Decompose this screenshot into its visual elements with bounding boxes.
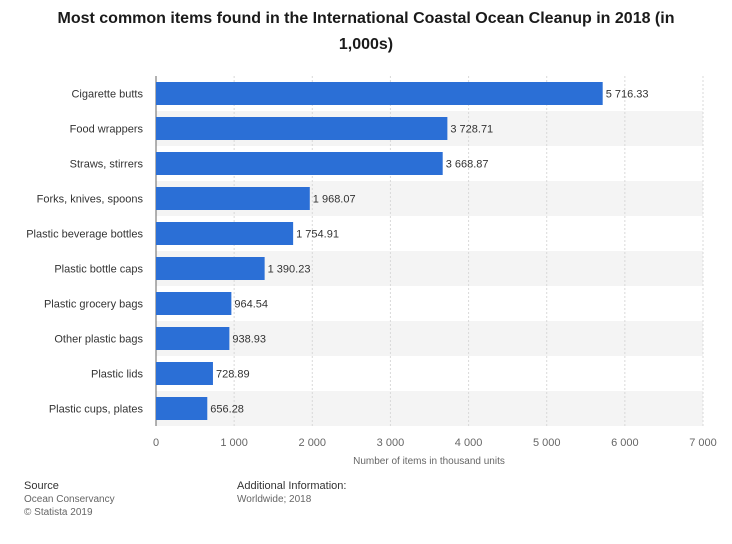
source-block: Source Ocean Conservancy © Statista 2019 [24,480,115,519]
value-label: 938.93 [232,334,266,346]
value-label: 1 390.23 [268,264,311,276]
additional-info-heading[interactable]: Additional Information: [237,480,347,492]
source-heading: Source [24,480,59,492]
bars [156,82,603,420]
additional-info-block: Additional Information: Worldwide; 2018 [237,480,346,506]
additional-info-text: Worldwide; 2018 [237,494,312,505]
category-label: Plastic beverage bottles [26,229,143,241]
x-axis-label: Number of items in thousand units [353,456,505,467]
bar[interactable] [156,327,230,350]
row-band [156,391,703,426]
x-tick-label: 1 000 [220,437,248,449]
row-bands [156,111,703,426]
value-label: 728.89 [216,369,250,381]
category-labels: Cigarette butts Food wrappers Straws, stir… [26,89,143,416]
value-label: 3 668.87 [446,159,489,171]
bar[interactable] [156,257,265,280]
source-name[interactable]: Ocean Conservancy [24,494,115,505]
bar[interactable] [156,222,294,245]
x-tick-label: 2 000 [299,437,327,449]
x-tick-label: 5 000 [533,437,561,449]
copyright[interactable]: © Statista 2019 [24,507,93,518]
category-label: Straws, stirrers [70,159,144,171]
bar[interactable] [156,187,310,210]
value-label: 1 968.07 [313,194,356,206]
chart-title: Most common items found in the Internati… [57,10,675,53]
value-labels: 5 716.33 3 728.71 3 668.87 1 968.07 1 754.91… [210,89,648,416]
bar[interactable] [156,152,443,175]
value-label: 1 754.91 [296,229,339,241]
category-label: Food wrappers [70,124,144,136]
bar[interactable] [156,117,448,140]
x-tick-labels: 0 1 000 2 000 3 000 4 000 5 000 6 000 7 000 [153,437,717,449]
value-label: 5 716.33 [606,89,649,101]
category-label: Plastic grocery bags [44,299,144,311]
category-label: Plastic lids [91,369,143,381]
x-tick-label: 4 000 [455,437,483,449]
bar[interactable] [156,397,208,420]
value-label: 656.28 [210,404,244,416]
x-tick-label: 3 000 [377,437,405,449]
value-label: 964.54 [234,299,268,311]
category-label: Cigarette butts [71,89,143,101]
category-label: Other plastic bags [54,334,143,346]
value-label: 3 728.71 [450,124,493,136]
bar[interactable] [156,292,232,315]
x-tick-label: 0 [153,437,159,449]
category-label: Plastic bottle caps [54,264,143,276]
category-label: Forks, knives, spoons [37,194,144,206]
row-band [156,321,703,356]
x-tick-label: 7 000 [689,437,717,449]
x-tick-label: 6 000 [611,437,639,449]
bar[interactable] [156,362,213,385]
category-label: Plastic cups, plates [49,404,144,416]
bar[interactable] [156,82,603,105]
